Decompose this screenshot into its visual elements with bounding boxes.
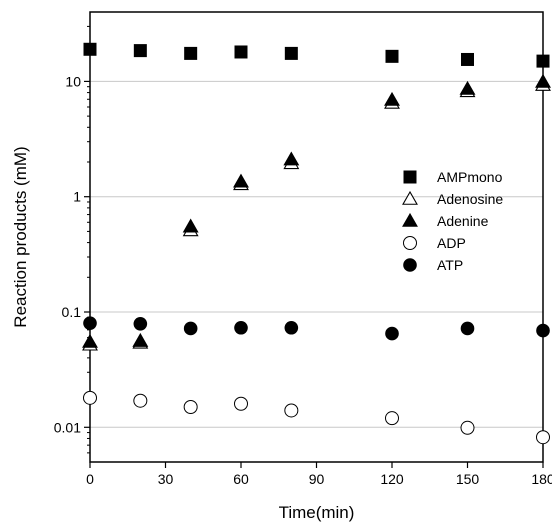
legend-item: Adenine: [402, 212, 489, 229]
legend-marker: [403, 170, 417, 184]
data-point: [83, 316, 97, 330]
data-point: [385, 49, 399, 63]
data-point: [284, 403, 299, 418]
data-point: [133, 317, 148, 331]
legend-label: ATP: [437, 257, 463, 273]
x-tick-label: 150: [456, 471, 480, 487]
data-point: [384, 91, 400, 106]
data-point: [83, 42, 97, 56]
x-tick-label: 0: [86, 471, 94, 487]
data-point: [536, 323, 550, 338]
legend: AMPmono Adenosine Adenine ADP ATP: [402, 169, 503, 273]
data-point: [132, 332, 149, 347]
data-point: [133, 393, 148, 408]
x-tick-labels: 0 30 60 90 120 150 180: [86, 471, 552, 487]
x-tick-label: 180: [531, 471, 552, 487]
legend-item: ADP: [403, 235, 466, 251]
y-axis-title: Reaction products (mM): [11, 146, 30, 327]
legend-label: Adenosine: [437, 191, 503, 207]
data-point: [283, 151, 300, 166]
x-tick-label: 60: [233, 471, 249, 487]
plot-area: [89, 11, 544, 463]
y-tick-labels: 0.01 0.1 1 10: [54, 73, 81, 435]
data-point: [82, 333, 98, 348]
data-point: [459, 80, 476, 95]
y-tick-label: 1: [73, 189, 81, 205]
data-point: [385, 411, 399, 426]
data-point: [461, 52, 474, 66]
data-point: [234, 45, 248, 59]
data-point: [183, 321, 198, 336]
legend-label: ADP: [437, 235, 466, 251]
data-point: [284, 46, 298, 60]
series-ampmono: [83, 42, 550, 68]
x-tick-label: 120: [380, 471, 404, 487]
x-tick-label: 30: [158, 471, 174, 487]
data-point: [133, 44, 147, 58]
data-point: [184, 46, 198, 60]
data-points: [82, 42, 551, 445]
legend-label: Adenine: [437, 213, 489, 229]
legend-marker: [402, 212, 418, 227]
legend-item: AMPmono: [403, 169, 503, 185]
legend-item: ATP: [403, 257, 463, 273]
y-tick-label: 0.01: [54, 419, 81, 435]
data-point: [183, 399, 198, 414]
data-point: [535, 73, 551, 88]
legend-marker: [403, 236, 417, 250]
data-point: [460, 321, 475, 336]
y-tick-label: 10: [65, 73, 81, 89]
data-point: [536, 54, 550, 68]
data-point: [536, 430, 550, 445]
data-point: [83, 390, 97, 405]
legend-marker: [402, 190, 418, 205]
data-point: [284, 320, 299, 335]
y-tick-label: 0.1: [62, 304, 82, 320]
data-point: [234, 320, 248, 335]
data-point: [385, 326, 399, 341]
series-atp: [83, 316, 550, 341]
data-point: [182, 218, 199, 233]
x-axis-title: Time(min): [279, 503, 355, 522]
legend-label: AMPmono: [437, 169, 503, 185]
series-adp: [83, 390, 550, 445]
x-tick-label: 90: [309, 471, 325, 487]
data-point: [234, 396, 248, 411]
data-point: [460, 420, 475, 435]
data-point: [233, 173, 249, 188]
legend-item: Adenosine: [402, 190, 503, 207]
series-adenine: [82, 73, 551, 348]
legend-marker: [403, 258, 417, 272]
grid-lines: [90, 80, 543, 428]
